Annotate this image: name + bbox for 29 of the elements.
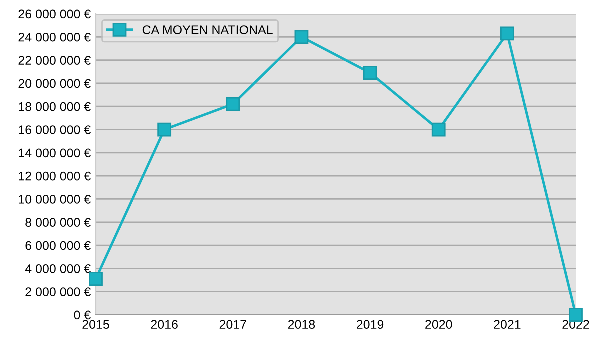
x-tick-label: 2018 [288, 320, 316, 330]
point [294, 30, 309, 44]
x-tick-label: 2017 [220, 320, 246, 330]
y-tick-label: 6 000 000 € [26, 241, 91, 250]
y-tick-label: 16 000 000 € [19, 126, 91, 134]
x-tick-label: 2016 [151, 320, 178, 330]
y-tick-label: 4 000 000 € [25, 264, 91, 274]
point [226, 97, 240, 112]
y-tick-label: 2 000 000 € [26, 288, 91, 296]
y-tick-label: 12 000 000 € [19, 172, 91, 181]
y-tick-label: 0 € [74, 310, 91, 320]
legend-label: CA MOYEN NATIONAL [142, 26, 273, 34]
y-tick-label: 24 000 000 € [18, 32, 91, 42]
x-tick-label: 2020 [426, 320, 452, 330]
y-tick-label: 22 000 000 € [18, 56, 91, 65]
y-tick-label: 18 000 000 € [19, 102, 91, 112]
y-tick-label: 26 000 000 € [18, 10, 91, 19]
point [500, 26, 514, 41]
y-tick-label: 8 000 000 € [26, 218, 91, 228]
point [363, 66, 378, 80]
point [432, 122, 446, 137]
x-tick-label: 2015 [82, 320, 110, 330]
point [158, 122, 172, 137]
point [89, 272, 103, 286]
y-tick-label: 20 000 000 € [18, 79, 91, 88]
y-tick-label: 14 000 000 € [19, 148, 91, 158]
x-tick-label: 2019 [357, 320, 384, 330]
x-tick-label: 2021 [494, 320, 521, 330]
y-tick-label: 10 000 000 € [19, 195, 91, 204]
